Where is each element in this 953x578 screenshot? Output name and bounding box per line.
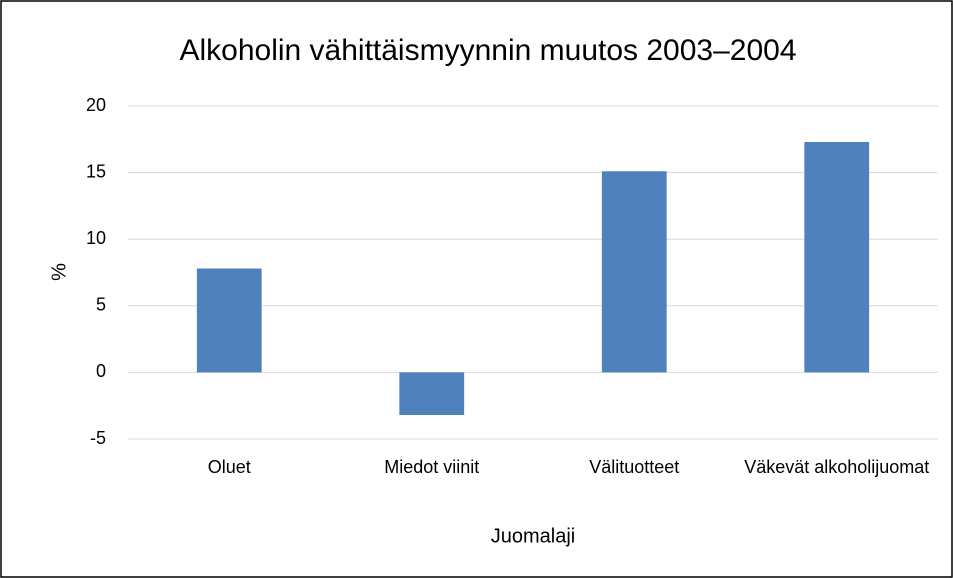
bar [804,141,870,373]
bar [399,372,465,416]
y-tick-label: 20 [86,95,106,115]
x-tick-label: Miedot viinit [384,457,480,477]
bar [601,171,667,373]
y-tick-label: -5 [90,428,106,448]
chart-title: Alkoholin vähittäismyynnin muutos 2003–2… [179,34,796,67]
bar [196,268,262,373]
x-axis-title: Juomalaji [491,525,575,547]
x-tick-label: Välituotteet [589,457,680,477]
y-tick-label: 10 [86,228,106,248]
y-tick-label: 0 [96,361,106,381]
y-tick-label: 5 [96,295,106,315]
y-axis-title: % [48,263,70,281]
y-tick-label: 15 [86,161,106,181]
x-tick-label: Väkevät alkoholijuomat [744,457,930,477]
x-tick-label: Oluet [207,457,251,477]
